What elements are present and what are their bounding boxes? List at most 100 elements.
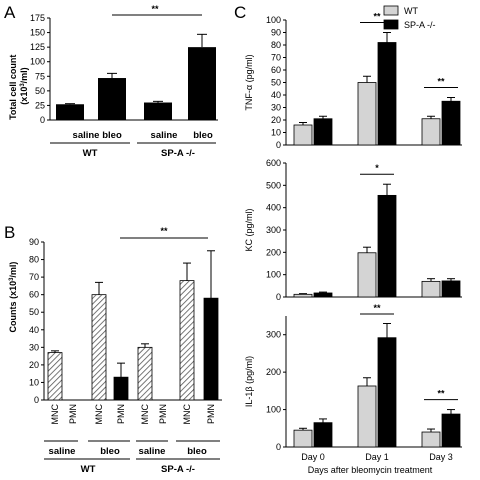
panel-a-ytick-label: 0 — [40, 115, 45, 125]
panel-b-category-label: PMN — [158, 404, 168, 424]
panel-a-significance: ** — [151, 4, 159, 14]
panel-c-category-label: Day 0 — [301, 452, 325, 462]
panel-a-bar — [98, 78, 126, 120]
panel-c3-bar-spa — [441, 413, 461, 448]
panel-letter-b: B — [4, 223, 15, 242]
panel-c2-ytick-label: 0 — [276, 292, 281, 302]
panel-c-category-label: Day 3 — [429, 452, 453, 462]
legend-label-spa: SP-A -/- — [404, 20, 436, 30]
panel-c1-ytick-label: 70 — [271, 53, 281, 63]
panel-c1-bar-spa — [441, 100, 461, 146]
panel-b-treatment-1: bleo — [100, 446, 120, 457]
panel-b-ytick-label: 90 — [29, 237, 39, 247]
panel-c2-bar-spa — [313, 292, 333, 298]
panel-b-ytick-label: 60 — [29, 290, 39, 300]
legend-swatch-wt — [383, 5, 399, 16]
panel-a-ytick-label: 75 — [35, 71, 45, 81]
panel-c1-ytick-label: 100 — [266, 15, 281, 25]
panel-letter-c: C — [234, 3, 246, 22]
panel-b-treatment-3: bleo — [187, 446, 207, 457]
panel-a-ytick-label: 50 — [35, 86, 45, 96]
panel-c1-bar-spa — [313, 118, 333, 146]
panel-b-bar-mnc — [137, 346, 153, 401]
panel-c1-bar-wt — [421, 118, 441, 146]
panel-b-ytick-label: 0 — [34, 395, 39, 405]
chart-marks: 0255075100125150175**0102030405060708090… — [29, 4, 462, 462]
panel-a-bar — [144, 102, 172, 120]
panel-b-treatment-2: saline — [139, 446, 166, 457]
panel-a-ytick-label: 175 — [30, 13, 45, 23]
panel-b-category-label: MNC — [140, 404, 150, 425]
panel-c1-ytick-label: 90 — [271, 28, 281, 38]
panel-a-bar — [56, 104, 84, 120]
panel-c2-bar-spa — [441, 280, 461, 298]
panel-b-category-label: MNC — [94, 404, 104, 425]
panel-a-ytick-label: 125 — [30, 42, 45, 52]
legend-label-wt: WT — [404, 6, 418, 16]
panel-c1-ytick-label: 40 — [271, 90, 281, 100]
panel-b-group-wt: WT — [81, 464, 96, 475]
panel-a-bar — [188, 47, 216, 121]
panel-c1-ytick-label: 30 — [271, 103, 281, 113]
panel-a-ytick-label: 150 — [30, 28, 45, 38]
legend-swatch-spa — [383, 19, 399, 30]
panel-b-bar-mnc — [47, 352, 63, 401]
panel-b-ylabel: Counts (x103/ml) — [8, 262, 18, 333]
panel-c2-significance: * — [375, 163, 379, 173]
panel-b-bar-mnc — [179, 280, 195, 401]
panel-c3-bar-spa — [377, 337, 397, 448]
panel-a-treatment-3: bleo — [193, 130, 213, 141]
panel-a-ytick-label: 25 — [35, 100, 45, 110]
panel-a-group-spa: SP-A -/- — [161, 148, 195, 159]
panel-c1-bar-wt — [293, 124, 313, 146]
panel-c3-ytick-label: 0 — [276, 442, 281, 452]
panel-c-category-label: Day 1 — [365, 452, 389, 462]
panel-c1-ylabel: TNF-α (pg/ml) — [244, 54, 254, 110]
panel-c3-bar-spa — [313, 422, 333, 448]
panel-b-significance: ** — [160, 226, 168, 236]
panel-c2-bar-wt — [357, 252, 377, 298]
panel-c1-ytick-label: 60 — [271, 65, 281, 75]
panel-c2-bar-wt — [421, 280, 441, 298]
panel-c3-bar-wt — [421, 431, 441, 448]
panel-b-ytick-label: 10 — [29, 377, 39, 387]
panel-b-category-label: PMN — [206, 404, 216, 424]
panel-b-category-label: MNC — [50, 404, 60, 425]
panel-b-bar-pmn — [113, 376, 129, 401]
panel-c2-ytick-label: 300 — [266, 225, 281, 235]
panel-c1-ytick-label: 20 — [271, 115, 281, 125]
panel-b-group-spa: SP-A -/- — [161, 464, 195, 475]
panel-c1-ytick-label: 10 — [271, 128, 281, 138]
panel-c2-bar-spa — [377, 194, 397, 298]
panel-b-ytick-label: 20 — [29, 360, 39, 370]
panel-c2-ytick-label: 600 — [266, 158, 281, 168]
panel-c2-ytick-label: 200 — [266, 247, 281, 257]
panel-c3-bar-wt — [293, 429, 313, 448]
panel-b-ytick-label: 40 — [29, 325, 39, 335]
panel-c3-ytick-label: 200 — [266, 367, 281, 377]
panel-c2-ytick-label: 100 — [266, 270, 281, 280]
panel-b-category-label: PMN — [116, 404, 126, 424]
panel-b-ytick-label: 50 — [29, 307, 39, 317]
panel-a-treatment-1: bleo — [102, 130, 122, 141]
panel-c3-ylabel: IL-1β (pg/ml) — [244, 356, 254, 407]
panel-c3-bar-wt — [357, 385, 377, 448]
panel-letter-a: A — [4, 3, 16, 22]
panel-c1-ytick-label: 0 — [276, 140, 281, 150]
panel-b-category-label: MNC — [182, 404, 192, 425]
panel-a-treatment-0: saline — [73, 130, 100, 141]
panel-c2-ytick-label: 500 — [266, 180, 281, 190]
panel-b-bar-pmn — [203, 297, 219, 401]
panel-b-ytick-label: 70 — [29, 272, 39, 282]
panel-b-ytick-label: 80 — [29, 255, 39, 265]
panel-b-category-label: PMN — [68, 404, 78, 424]
panel-c2-ytick-label: 400 — [266, 203, 281, 213]
panel-c3-significance: ** — [437, 389, 445, 399]
panel-b-ytick-label: 30 — [29, 342, 39, 352]
panel-b-bar-mnc — [91, 294, 107, 401]
panel-a-ytick-label: 100 — [30, 57, 45, 67]
panel-c1-bar-spa — [377, 42, 397, 146]
panel-c3-significance: ** — [373, 303, 381, 313]
